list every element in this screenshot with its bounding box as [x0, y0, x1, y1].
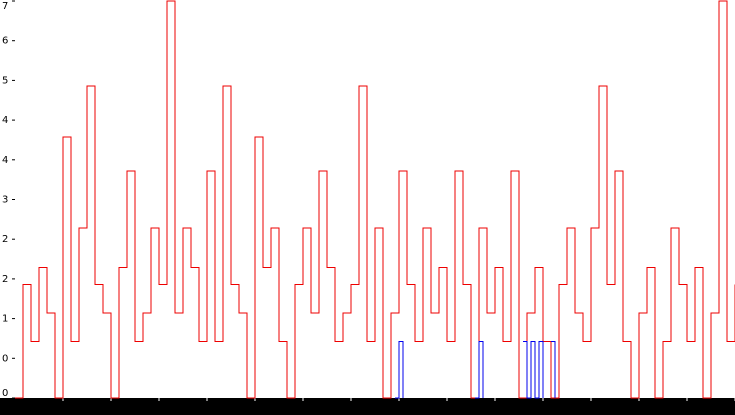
- y-tick-label: 3: [2, 195, 8, 206]
- y-tick-label: 1: [2, 314, 8, 325]
- x-tick-label: 14:04: [193, 403, 222, 414]
- x-tick-label: 14:02: [97, 403, 126, 414]
- x-axis-band: [0, 398, 735, 415]
- y-tick-label: 2: [2, 234, 8, 245]
- x-tick-label: 14:11: [529, 403, 558, 414]
- x-tick-label: 14:12: [577, 403, 606, 414]
- x-tick-label: 14:07: [337, 403, 366, 414]
- series-line: [15, 0, 735, 399]
- y-tick-label: 7: [2, 1, 8, 12]
- x-tick-label: 14:09: [433, 403, 462, 414]
- x-tick-label: 14:03: [145, 403, 174, 414]
- y-tick-label: 0: [2, 353, 8, 364]
- y-tick-label: 6: [2, 36, 8, 47]
- x-tick-label: 14:06: [289, 403, 318, 414]
- x-tick-label: 14:08: [385, 403, 414, 414]
- y-tick-label: 4: [2, 155, 8, 166]
- y-tick-label: 2: [2, 274, 8, 285]
- y-tick-label: 4: [2, 115, 8, 126]
- x-tick-label: 14:10: [481, 403, 510, 414]
- x-tick-label: 14:14: [673, 403, 702, 414]
- series-line: [395, 340, 556, 399]
- x-tick-label: 14:15: [721, 403, 735, 414]
- y-tick-label: 5: [2, 75, 8, 86]
- x-tick-label: 14:13: [625, 403, 654, 414]
- x-tick-label: 14:01: [49, 403, 78, 414]
- y-tick-label: 0: [2, 388, 8, 399]
- x-tick-label: 14:05: [241, 403, 270, 414]
